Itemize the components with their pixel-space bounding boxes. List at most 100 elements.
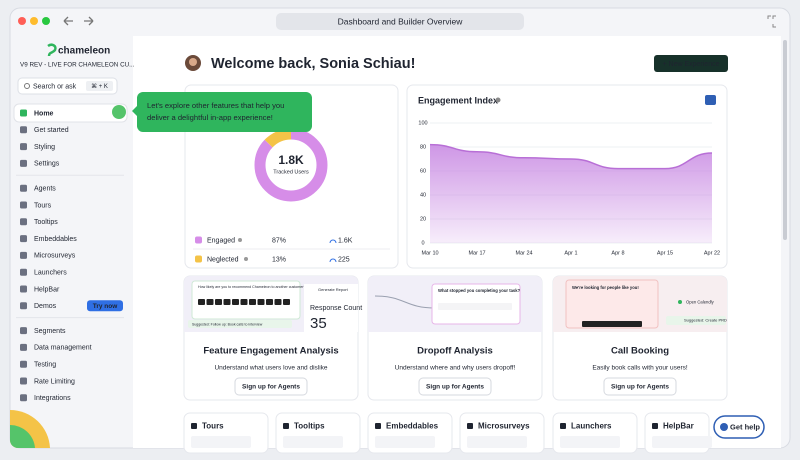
workspace-name: V9 REV - LIVE FOR CHAMELEON CU... [20, 62, 135, 69]
module-icon [375, 423, 381, 429]
signup-button[interactable] [603, 377, 677, 396]
info-icon [495, 97, 501, 103]
tooltip-pointer [132, 106, 137, 116]
maximize-dot[interactable] [42, 17, 50, 25]
donut-segment [254, 128, 328, 202]
report-label: Generate Report [318, 287, 349, 292]
x-tick-label: Mar 10 [421, 250, 438, 256]
onboarding-tooltip[interactable] [137, 92, 312, 132]
feature-title: Feature Engagement Analysis [203, 346, 338, 357]
help-text: Get help [730, 422, 760, 431]
nav-icon [20, 235, 27, 243]
chart-menu-button[interactable] [705, 95, 716, 105]
module-title: Tooltips [294, 422, 325, 431]
module-preview [191, 436, 251, 448]
answer-field [438, 303, 512, 310]
signup-button[interactable] [418, 377, 492, 396]
nav-item: Home [34, 110, 54, 117]
module-icon [191, 423, 197, 429]
nav-item: Launchers [34, 270, 67, 277]
feature-title: Call Booking [611, 346, 669, 357]
help-button[interactable] [713, 415, 765, 439]
nav-item: Testing [34, 362, 56, 369]
new-experience-text: + New Experience [662, 61, 719, 68]
y-tick-label: 0 [421, 240, 424, 246]
close-dot[interactable] [18, 17, 26, 25]
nav-item: HelpBar [34, 286, 60, 293]
suggestion-chip [666, 316, 726, 325]
module-preview [560, 436, 620, 448]
users-icon [329, 239, 337, 244]
new-experience-button[interactable] [654, 55, 728, 72]
scale-box [257, 299, 265, 305]
donut-label: Tracked Users [273, 169, 309, 175]
survey-question: We're looking for people like you! [572, 285, 639, 290]
try-now-text: Try now [93, 303, 119, 310]
module-preview [375, 436, 435, 448]
nav-item: Agents [34, 186, 56, 193]
brand-name: chameleon [58, 46, 110, 57]
info-icon [238, 238, 242, 242]
y-tick-label: 80 [420, 144, 426, 150]
scale-box [215, 299, 222, 305]
nav-item: Get started [34, 127, 69, 134]
fullscreen-icon[interactable] [767, 15, 776, 28]
nav-active-bg[interactable] [13, 103, 128, 123]
survey-question: What stopped you completing your task? [438, 288, 521, 293]
signup-button[interactable] [234, 377, 308, 396]
users-icon [329, 258, 337, 263]
module-icon [652, 423, 658, 429]
scale-box [223, 299, 231, 305]
tooltip-beacon[interactable] [112, 105, 126, 119]
nav-icon [20, 109, 27, 117]
tooltip-text: deliver a delightful in-app experience! [147, 113, 273, 122]
x-tick-label: Mar 17 [468, 250, 485, 256]
nav-icon [20, 126, 27, 134]
nav-icon [20, 285, 27, 293]
module-title: Tours [202, 422, 224, 431]
nav-item: Integrations [34, 395, 71, 402]
x-tick-label: Mar 24 [515, 250, 532, 256]
y-tick-label: 40 [420, 192, 426, 198]
feature-description: Understand where and why users dropoff! [395, 365, 516, 372]
nav-item: Tours [34, 202, 52, 209]
suggestion-chip [188, 320, 292, 328]
nav-icon [20, 201, 27, 209]
module-preview [467, 436, 527, 448]
flow-dot [678, 300, 682, 304]
search-icon [24, 83, 30, 89]
info-icon [244, 257, 248, 261]
feature-description: Easily book calls with your users! [592, 365, 688, 372]
x-tick-label: Apr 15 [657, 250, 673, 256]
y-tick-label: 100 [418, 120, 427, 126]
scale-box [232, 299, 239, 305]
url-bar[interactable] [276, 13, 524, 30]
engagement-line [429, 143, 713, 170]
scale-box [249, 299, 256, 305]
sidebar-decoration [10, 424, 35, 448]
module-icon [560, 423, 566, 429]
nav-icon [20, 377, 27, 385]
module-icon [283, 423, 289, 429]
nav-icon [20, 268, 27, 276]
module-preview [283, 436, 343, 448]
scrollbar[interactable] [783, 40, 787, 240]
nav-item: Styling [34, 144, 55, 151]
nav-item: Rate Limiting [34, 378, 75, 385]
nav-icon [20, 143, 27, 151]
url-text: Dashboard and Builder Overview [338, 16, 464, 26]
calendly-label: Open Calendly [686, 300, 715, 305]
legend-name: Neglected [207, 256, 239, 263]
minimize-dot[interactable] [30, 17, 38, 25]
nav-icon [20, 394, 27, 402]
back-button[interactable] [63, 16, 73, 26]
forward-button[interactable] [84, 16, 94, 26]
avatar-face [189, 58, 197, 66]
brand-logo [47, 43, 57, 57]
scale-box [266, 299, 273, 305]
nav-item: Segments [34, 328, 66, 335]
response-count: 35 [310, 315, 327, 332]
y-tick-label: 20 [420, 216, 426, 222]
try-now-badge[interactable] [87, 300, 123, 312]
